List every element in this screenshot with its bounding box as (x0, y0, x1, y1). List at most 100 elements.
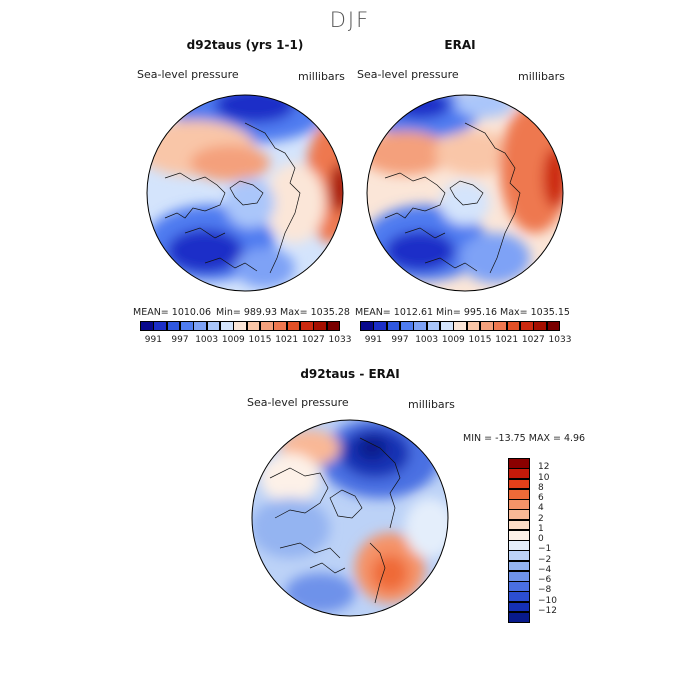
panel2-colorbar-tick-label: 1033 (548, 335, 572, 345)
panel2-colorbar (360, 321, 561, 331)
panel2-colorbar-tick-label: 1021 (495, 335, 519, 345)
panel2-units: millibars (518, 70, 565, 83)
panel2-title: ERAI (444, 38, 476, 52)
panel1-colorbar-swatch (220, 321, 234, 331)
diff-colorbar-swatch (508, 529, 530, 541)
panel2-polar-map (366, 94, 564, 292)
panel2-colorbar-tick-label: 1009 (441, 335, 465, 345)
panel1-colorbar-tick-label: 1021 (275, 335, 299, 345)
diff-colorbar-swatch (508, 601, 530, 613)
panel2-max: Max= 1035.15 (500, 307, 570, 318)
diff-units: millibars (408, 398, 455, 411)
panel1-colorbar-swatch (153, 321, 168, 331)
panel1-colorbar-tick-label: 1003 (195, 335, 219, 345)
diff-colorbar-tick-label: −4 (538, 564, 552, 575)
panel1-colorbar-swatch (193, 321, 208, 331)
panel2-colorbar-swatch (466, 321, 481, 331)
diff-colorbar-tick-label: 10 (538, 472, 550, 483)
diff-colorbar-tick-label: 2 (538, 513, 544, 524)
panel2-mean: MEAN= 1012.61 (355, 307, 434, 318)
panel1-colorbar (140, 321, 341, 331)
panel1-title: d92taus (yrs 1-1) (186, 38, 304, 52)
panel2-colorbar-tick-label: 1027 (521, 335, 545, 345)
diff-colorbar-swatch (508, 550, 530, 561)
diff-polar-map (251, 419, 449, 617)
diff-colorbar-tick-label: −12 (538, 605, 557, 616)
panel1-colorbar-swatch (246, 321, 261, 331)
panel1-colorbar-tick-label: 1015 (248, 335, 272, 345)
diff-colorbar-swatch (508, 611, 530, 623)
diff-colorbar-swatch (508, 509, 530, 520)
panel2-colorbar-swatch (386, 321, 401, 331)
panel2-colorbar-swatch (440, 321, 454, 331)
panel2-colorbar-swatch (360, 321, 374, 331)
diff-colorbar-tick-label: −6 (538, 575, 552, 585)
panel1-colorbar-tick-label: 997 (171, 335, 189, 345)
diff-colorbar-tick-label: 1 (538, 523, 544, 534)
panel2-colorbar-swatch (400, 321, 414, 331)
diff-title: d92taus - ERAI (300, 367, 400, 381)
diff-colorbar-tick-label: −10 (538, 595, 557, 606)
panel1-colorbar-swatch (273, 321, 288, 331)
diff-colorbar-swatch (508, 478, 530, 490)
diff-colorbar-swatch (508, 519, 530, 531)
season-title: DJF (329, 8, 371, 32)
panel1-colorbar-tick-label: 1027 (301, 335, 325, 345)
diff-colorbar-swatch (508, 468, 530, 479)
panel2-colorbar-swatch (480, 321, 494, 331)
panel2-min: Min= 995.16 (436, 307, 498, 318)
panel1-colorbar-swatch (233, 321, 248, 331)
panel2-colorbar-tick-label: 1003 (415, 335, 439, 345)
panel1-colorbar-swatch (300, 321, 314, 331)
panel2-colorbar-swatch (546, 321, 561, 331)
panel1-mean: MEAN= 1010.06 (133, 307, 212, 318)
diff-colorbar: 12 10 8 6 4 2 1 0 −1 −2 −4 −6 −8 −10 −12 (508, 458, 568, 623)
panel1-colorbar-swatch (166, 321, 181, 331)
panel2-colorbar-swatch (373, 321, 388, 331)
diff-variable: Sea-level pressure (247, 396, 349, 409)
panel1-colorbar-swatch (206, 321, 221, 331)
panel2-colorbar-swatch (520, 321, 534, 331)
panel2-colorbar-swatch (426, 321, 441, 331)
panel1-colorbar-ticks: 991 997 1003 1009 1015 1021 1027 1033 (140, 335, 352, 347)
panel1-units: millibars (298, 70, 345, 83)
diff-colorbar-tick-label: 8 (538, 482, 544, 493)
diff-colorbar-swatch (508, 560, 530, 572)
panel2-colorbar-tick-label: 997 (391, 335, 409, 345)
panel1-colorbar-swatch (326, 321, 341, 331)
panel2-variable: Sea-level pressure (357, 68, 459, 81)
panel2-colorbar-swatch (506, 321, 521, 331)
diff-minmax: MIN = -13.75 MAX = 4.96 (463, 433, 586, 444)
panel1-polar-map (146, 94, 344, 292)
panel2-colorbar-swatch (453, 321, 468, 331)
diff-colorbar-swatch (508, 570, 530, 582)
panel2-colorbar-swatch (533, 321, 548, 331)
diff-colorbar-tick-label: −8 (538, 585, 552, 596)
diff-colorbar-tick-label: 12 (538, 462, 550, 473)
panel2-colorbar-tick-label: 1015 (468, 335, 492, 345)
diff-colorbar-tick-label: −1 (538, 544, 552, 555)
panel1-max: Max= 1035.28 (280, 307, 350, 318)
panel1-min: Min= 989.93 (216, 307, 278, 318)
panel2-colorbar-tick-label: 991 (364, 335, 382, 345)
panel1-colorbar-swatch (313, 321, 328, 331)
panel1-variable: Sea-level pressure (137, 68, 239, 81)
diff-colorbar-swatch (508, 499, 530, 510)
panel1-colorbar-swatch (260, 321, 274, 331)
diff-colorbar-tick-label: 4 (538, 503, 544, 514)
diff-colorbar-tick-label: −2 (538, 554, 552, 565)
panel1-colorbar-swatch (286, 321, 301, 331)
panel2-colorbar-swatch (413, 321, 428, 331)
diff-colorbar-swatch (508, 540, 530, 551)
diff-colorbar-tick-label: 6 (538, 493, 544, 503)
panel1-colorbar-swatch (140, 321, 154, 331)
diff-colorbar-swatch (508, 458, 530, 469)
diff-colorbar-swatch (508, 581, 530, 592)
panel1-colorbar-swatch (180, 321, 194, 331)
panel1-colorbar-tick-label: 991 (144, 335, 162, 345)
panel2-colorbar-ticks: 991 997 1003 1009 1015 1021 1027 1033 (360, 335, 572, 347)
panel1-colorbar-tick-label: 1033 (328, 335, 352, 345)
panel1-colorbar-tick-label: 1009 (221, 335, 245, 345)
diff-colorbar-swatch (508, 488, 530, 500)
panel2-colorbar-swatch (493, 321, 508, 331)
